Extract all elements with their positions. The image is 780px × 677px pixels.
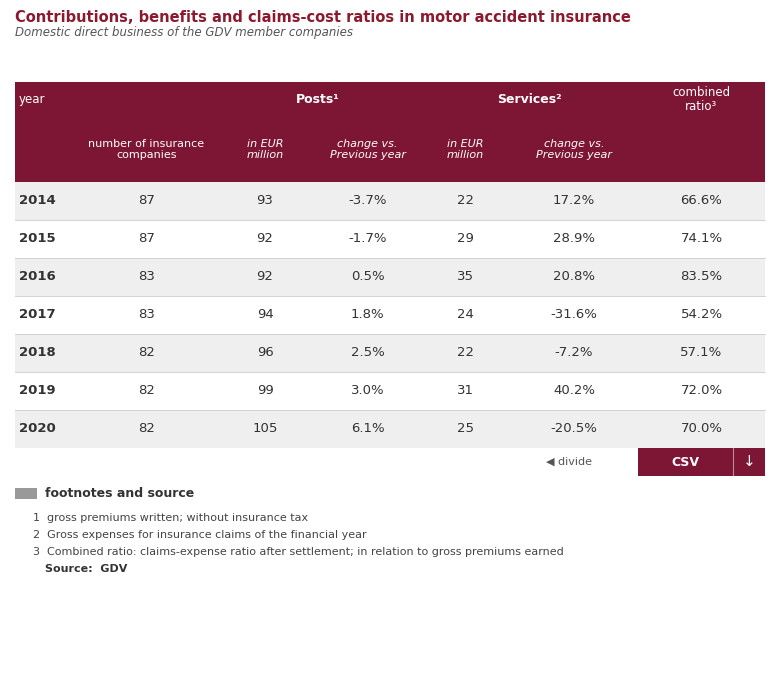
Text: 66.6%: 66.6% (681, 194, 722, 207)
FancyBboxPatch shape (15, 488, 37, 499)
Text: combined
ratio³: combined ratio³ (672, 85, 731, 114)
Text: number of insurance
companies: number of insurance companies (88, 139, 204, 160)
Text: 3  Combined ratio: claims-expense ratio after settlement; in relation to gross p: 3 Combined ratio: claims-expense ratio a… (33, 547, 564, 557)
Text: 2  Gross expenses for insurance claims of the financial year: 2 Gross expenses for insurance claims of… (33, 530, 367, 540)
FancyBboxPatch shape (15, 296, 765, 334)
Text: Source:  GDV: Source: GDV (45, 564, 127, 574)
Text: footnotes and source: footnotes and source (45, 487, 194, 500)
Text: 22: 22 (456, 347, 473, 359)
FancyBboxPatch shape (15, 182, 765, 220)
Text: change vs.
Previous year: change vs. Previous year (536, 139, 612, 160)
Text: 83: 83 (138, 271, 155, 284)
Text: -20.5%: -20.5% (551, 422, 597, 435)
Text: 92: 92 (257, 271, 274, 284)
Text: 72.0%: 72.0% (680, 385, 722, 397)
Text: 82: 82 (138, 422, 155, 435)
Text: change vs.
Previous year: change vs. Previous year (329, 139, 406, 160)
Text: 2015: 2015 (19, 232, 55, 246)
Text: 99: 99 (257, 385, 273, 397)
Text: 82: 82 (138, 385, 155, 397)
Text: 87: 87 (138, 194, 155, 207)
Text: -7.2%: -7.2% (555, 347, 594, 359)
Text: 92: 92 (257, 232, 274, 246)
Text: 1  gross premiums written; without insurance tax: 1 gross premiums written; without insura… (33, 513, 308, 523)
Text: 25: 25 (456, 422, 473, 435)
Text: 2014: 2014 (19, 194, 55, 207)
Text: 2017: 2017 (19, 309, 55, 322)
Text: -3.7%: -3.7% (348, 194, 387, 207)
Text: Posts¹: Posts¹ (296, 93, 339, 106)
Text: 57.1%: 57.1% (680, 347, 722, 359)
Text: 17.2%: 17.2% (553, 194, 595, 207)
Text: 20.8%: 20.8% (553, 271, 595, 284)
Text: 2016: 2016 (19, 271, 55, 284)
Text: 0.5%: 0.5% (351, 271, 385, 284)
Text: CSV: CSV (672, 456, 700, 468)
Text: Services²: Services² (497, 93, 562, 106)
Text: 83: 83 (138, 309, 155, 322)
FancyBboxPatch shape (15, 334, 765, 372)
Text: 93: 93 (257, 194, 274, 207)
FancyBboxPatch shape (15, 82, 765, 182)
Text: 29: 29 (456, 232, 473, 246)
FancyBboxPatch shape (15, 220, 765, 258)
Text: ◀ divide: ◀ divide (546, 457, 592, 467)
Text: -1.7%: -1.7% (348, 232, 387, 246)
Text: 3.0%: 3.0% (351, 385, 385, 397)
Text: 31: 31 (456, 385, 473, 397)
Text: ↓: ↓ (743, 454, 755, 470)
Text: 82: 82 (138, 347, 155, 359)
Text: 54.2%: 54.2% (680, 309, 722, 322)
FancyBboxPatch shape (638, 448, 765, 476)
Text: 22: 22 (456, 194, 473, 207)
Text: 96: 96 (257, 347, 273, 359)
Text: 2.5%: 2.5% (351, 347, 385, 359)
Text: 83.5%: 83.5% (680, 271, 722, 284)
Text: in EUR
million: in EUR million (246, 139, 284, 160)
Text: 35: 35 (456, 271, 473, 284)
Text: 2019: 2019 (19, 385, 55, 397)
Text: -31.6%: -31.6% (551, 309, 597, 322)
Text: 6.1%: 6.1% (351, 422, 385, 435)
Text: 105: 105 (252, 422, 278, 435)
FancyBboxPatch shape (15, 258, 765, 296)
Text: 70.0%: 70.0% (680, 422, 722, 435)
Text: 74.1%: 74.1% (680, 232, 722, 246)
Text: 28.9%: 28.9% (553, 232, 595, 246)
Text: 87: 87 (138, 232, 155, 246)
FancyBboxPatch shape (15, 372, 765, 410)
Text: year: year (19, 93, 45, 106)
Text: Domestic direct business of the GDV member companies: Domestic direct business of the GDV memb… (15, 26, 353, 39)
Text: 94: 94 (257, 309, 273, 322)
Text: 24: 24 (456, 309, 473, 322)
Text: 2020: 2020 (19, 422, 55, 435)
Text: Contributions, benefits and claims-cost ratios in motor accident insurance: Contributions, benefits and claims-cost … (15, 10, 631, 25)
Text: 1.8%: 1.8% (351, 309, 385, 322)
Text: 40.2%: 40.2% (553, 385, 595, 397)
Text: in EUR
million: in EUR million (446, 139, 484, 160)
FancyBboxPatch shape (15, 410, 765, 448)
Text: 2018: 2018 (19, 347, 55, 359)
